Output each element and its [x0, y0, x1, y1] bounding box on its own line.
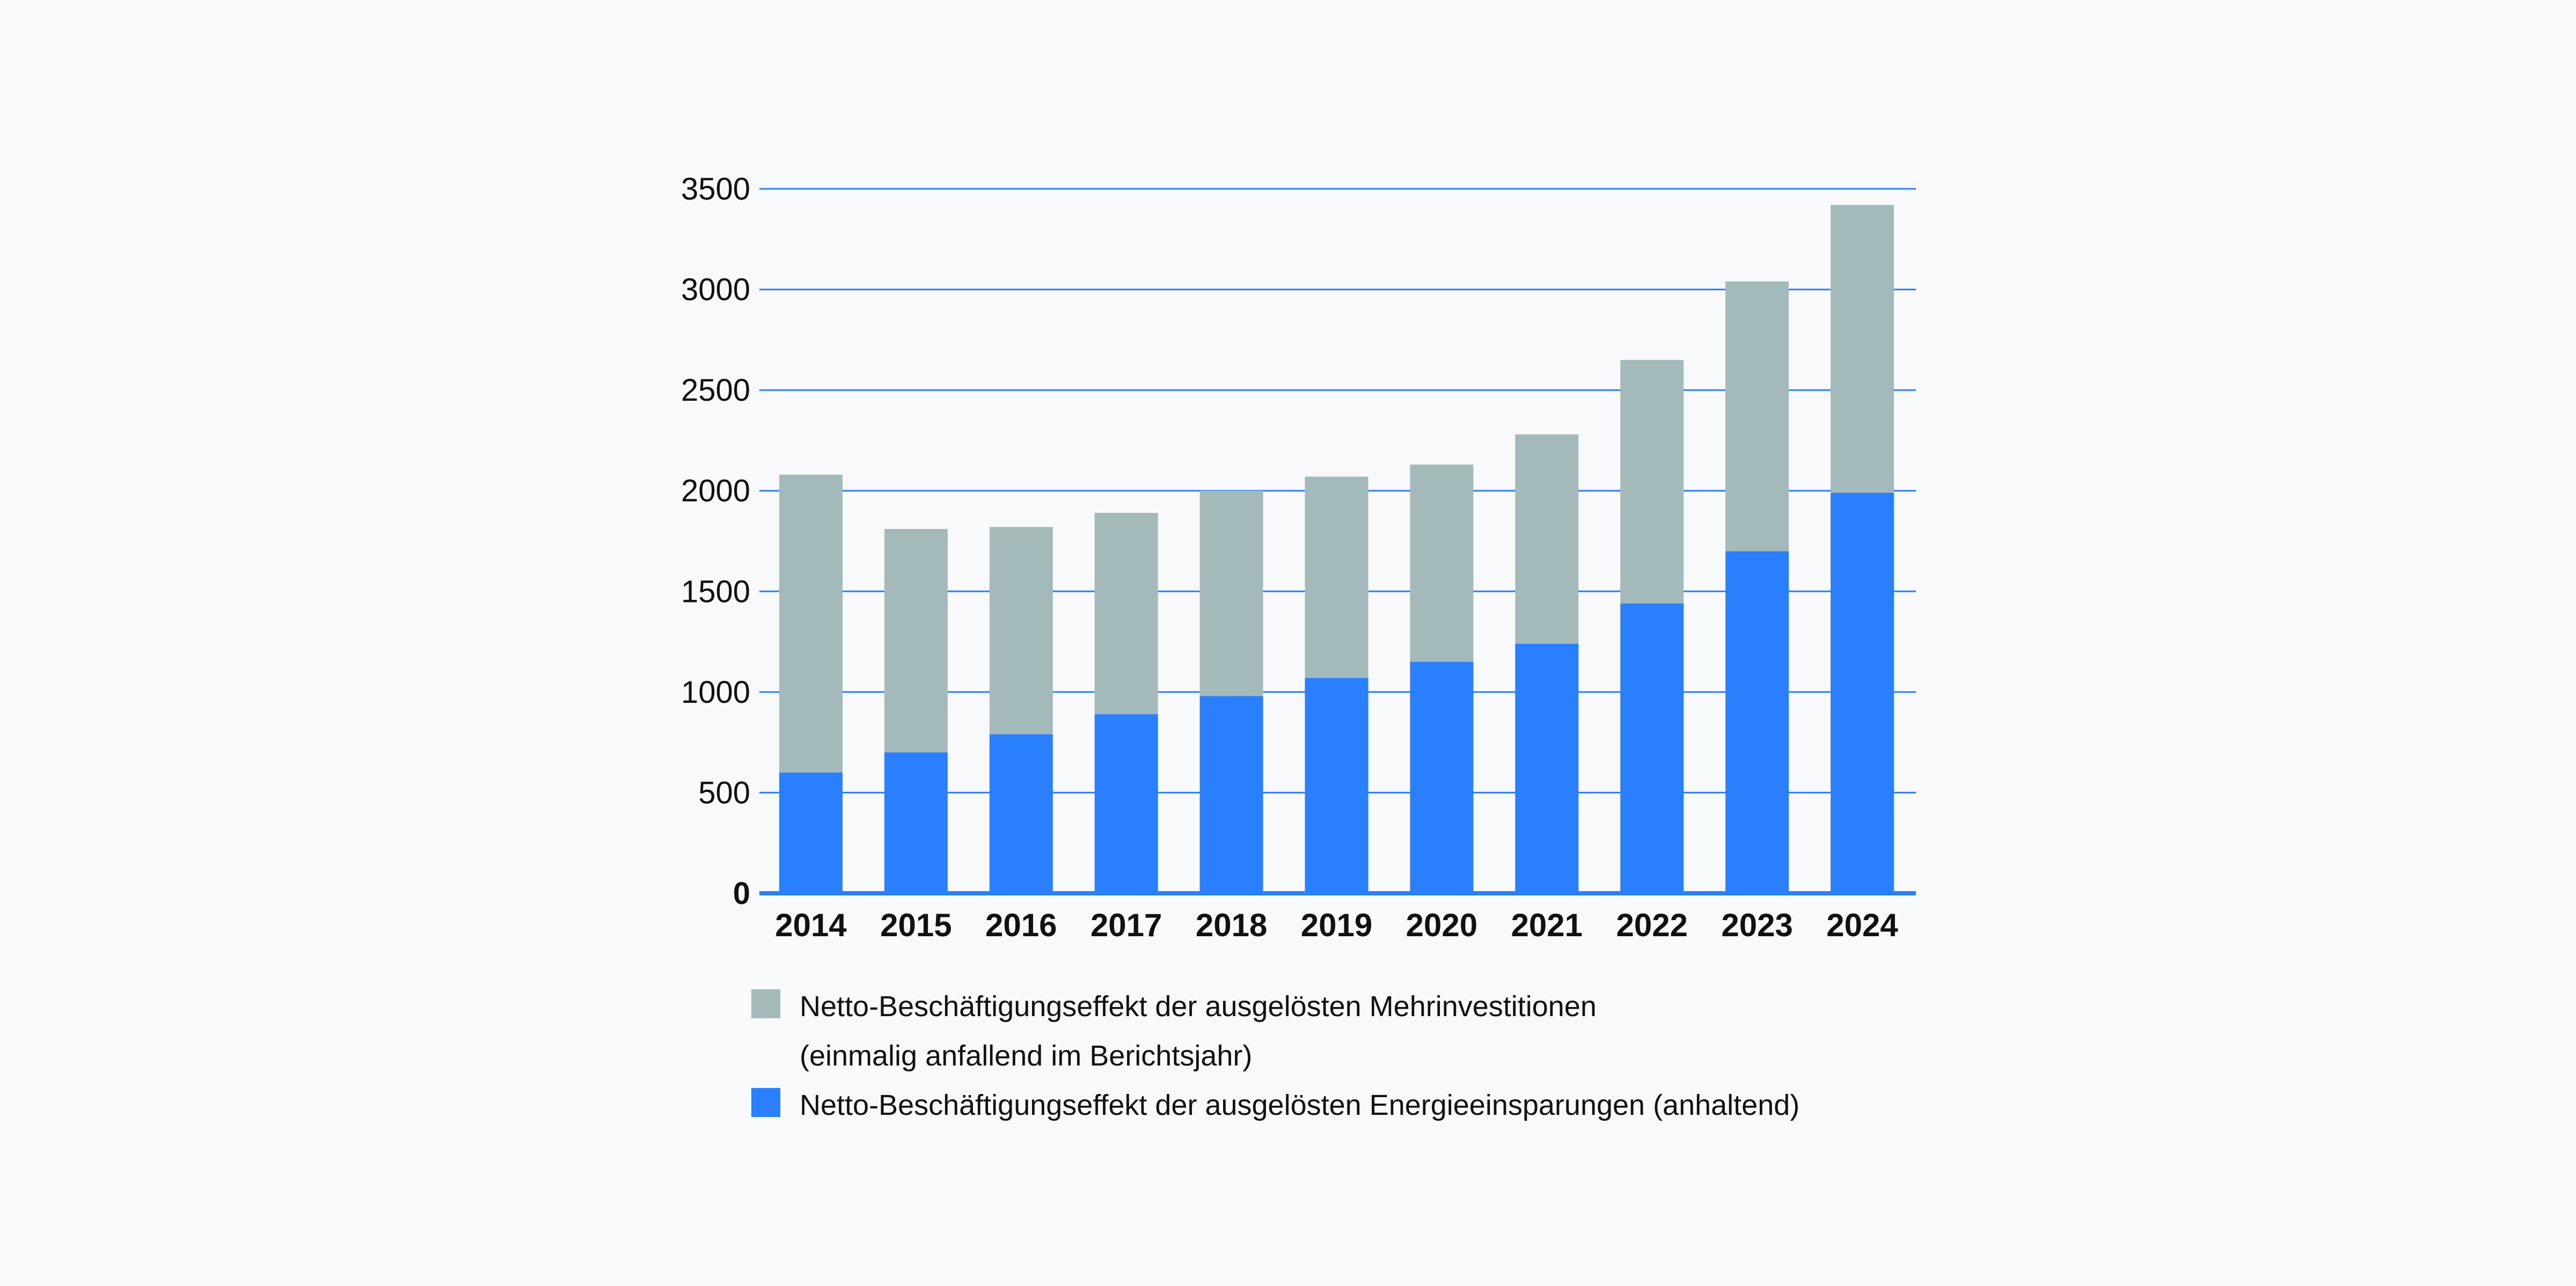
x-tick-label-2022: 2022	[1616, 907, 1687, 943]
bar-2016-series-1	[989, 527, 1053, 734]
bar-2021-series-1	[1515, 434, 1579, 644]
legend-swatch-grey	[751, 989, 780, 1018]
legend-item-energieeinsparungen: Netto-Beschäftigungseffekt der ausgelöst…	[751, 1081, 1799, 1130]
x-axis-ticks: 2014 2015 2016 2017 2018 2019 2020 2021 2022 2023…	[775, 907, 1898, 943]
x-tick-label-2016: 2016	[985, 907, 1057, 943]
bar-2023-series-0	[1725, 551, 1789, 893]
bar-2014-series-0	[779, 772, 843, 893]
legend-swatch-blue	[751, 1088, 780, 1117]
bar-2018-series-1	[1199, 490, 1263, 696]
y-tick-label: 1000	[681, 675, 750, 710]
x-tick-label-2017: 2017	[1091, 907, 1162, 943]
legend-label-line1: Netto-Beschäftigungseffekt der ausgelöst…	[800, 990, 1597, 1023]
legend-label-line2: (einmalig anfallend im Berichtsjahr)	[800, 1040, 1253, 1072]
bar-2024-series-1	[1831, 205, 1894, 493]
bar-2019-series-0	[1305, 678, 1368, 893]
bar-2024-series-0	[1831, 493, 1894, 893]
x-tick-label-2021: 2021	[1511, 907, 1583, 943]
y-tick-label: 3000	[681, 273, 750, 307]
bar-2023-series-1	[1725, 281, 1789, 552]
bar-2017-series-0	[1094, 714, 1158, 893]
bar-2014-series-1	[779, 474, 843, 773]
y-axis-ticks: 0 500 1000 1500 2000 2500 3000 3500	[681, 172, 750, 911]
bar-2020-series-0	[1410, 662, 1474, 893]
y-tick-label: 1500	[681, 574, 750, 609]
bar-2018-series-0	[1199, 696, 1263, 893]
y-tick-label: 2500	[681, 373, 750, 408]
x-tick-label-2024: 2024	[1826, 907, 1898, 943]
bars	[779, 205, 1894, 893]
legend: Netto-Beschäftigungseffekt der ausgelöst…	[751, 982, 1799, 1130]
x-tick-label-2019: 2019	[1301, 907, 1372, 943]
y-tick-label: 500	[698, 775, 750, 810]
x-tick-label-2023: 2023	[1721, 907, 1792, 943]
bar-2019-series-1	[1305, 476, 1368, 678]
bar-2022-series-0	[1620, 603, 1684, 893]
x-tick-label-2020: 2020	[1406, 907, 1477, 943]
y-tick-label: 3500	[681, 172, 750, 207]
y-tick-label: 0	[733, 876, 750, 911]
bar-2021-series-0	[1515, 643, 1579, 893]
x-tick-label-2014: 2014	[775, 907, 847, 943]
x-tick-label-2015: 2015	[880, 907, 952, 943]
bar-2015-series-1	[884, 528, 948, 753]
bar-2022-series-1	[1620, 359, 1684, 604]
y-tick-label: 2000	[681, 474, 750, 509]
bar-2016-series-0	[989, 734, 1053, 893]
legend-label-line1: Netto-Beschäftigungseffekt der ausgelöst…	[800, 1089, 1800, 1121]
bar-2020-series-1	[1410, 464, 1474, 662]
legend-item-mehrinvestitionen: Netto-Beschäftigungseffekt der ausgelöst…	[751, 982, 1799, 1081]
bar-2017-series-1	[1094, 512, 1158, 715]
bar-2015-series-0	[884, 752, 948, 893]
x-tick-label-2018: 2018	[1196, 907, 1267, 943]
